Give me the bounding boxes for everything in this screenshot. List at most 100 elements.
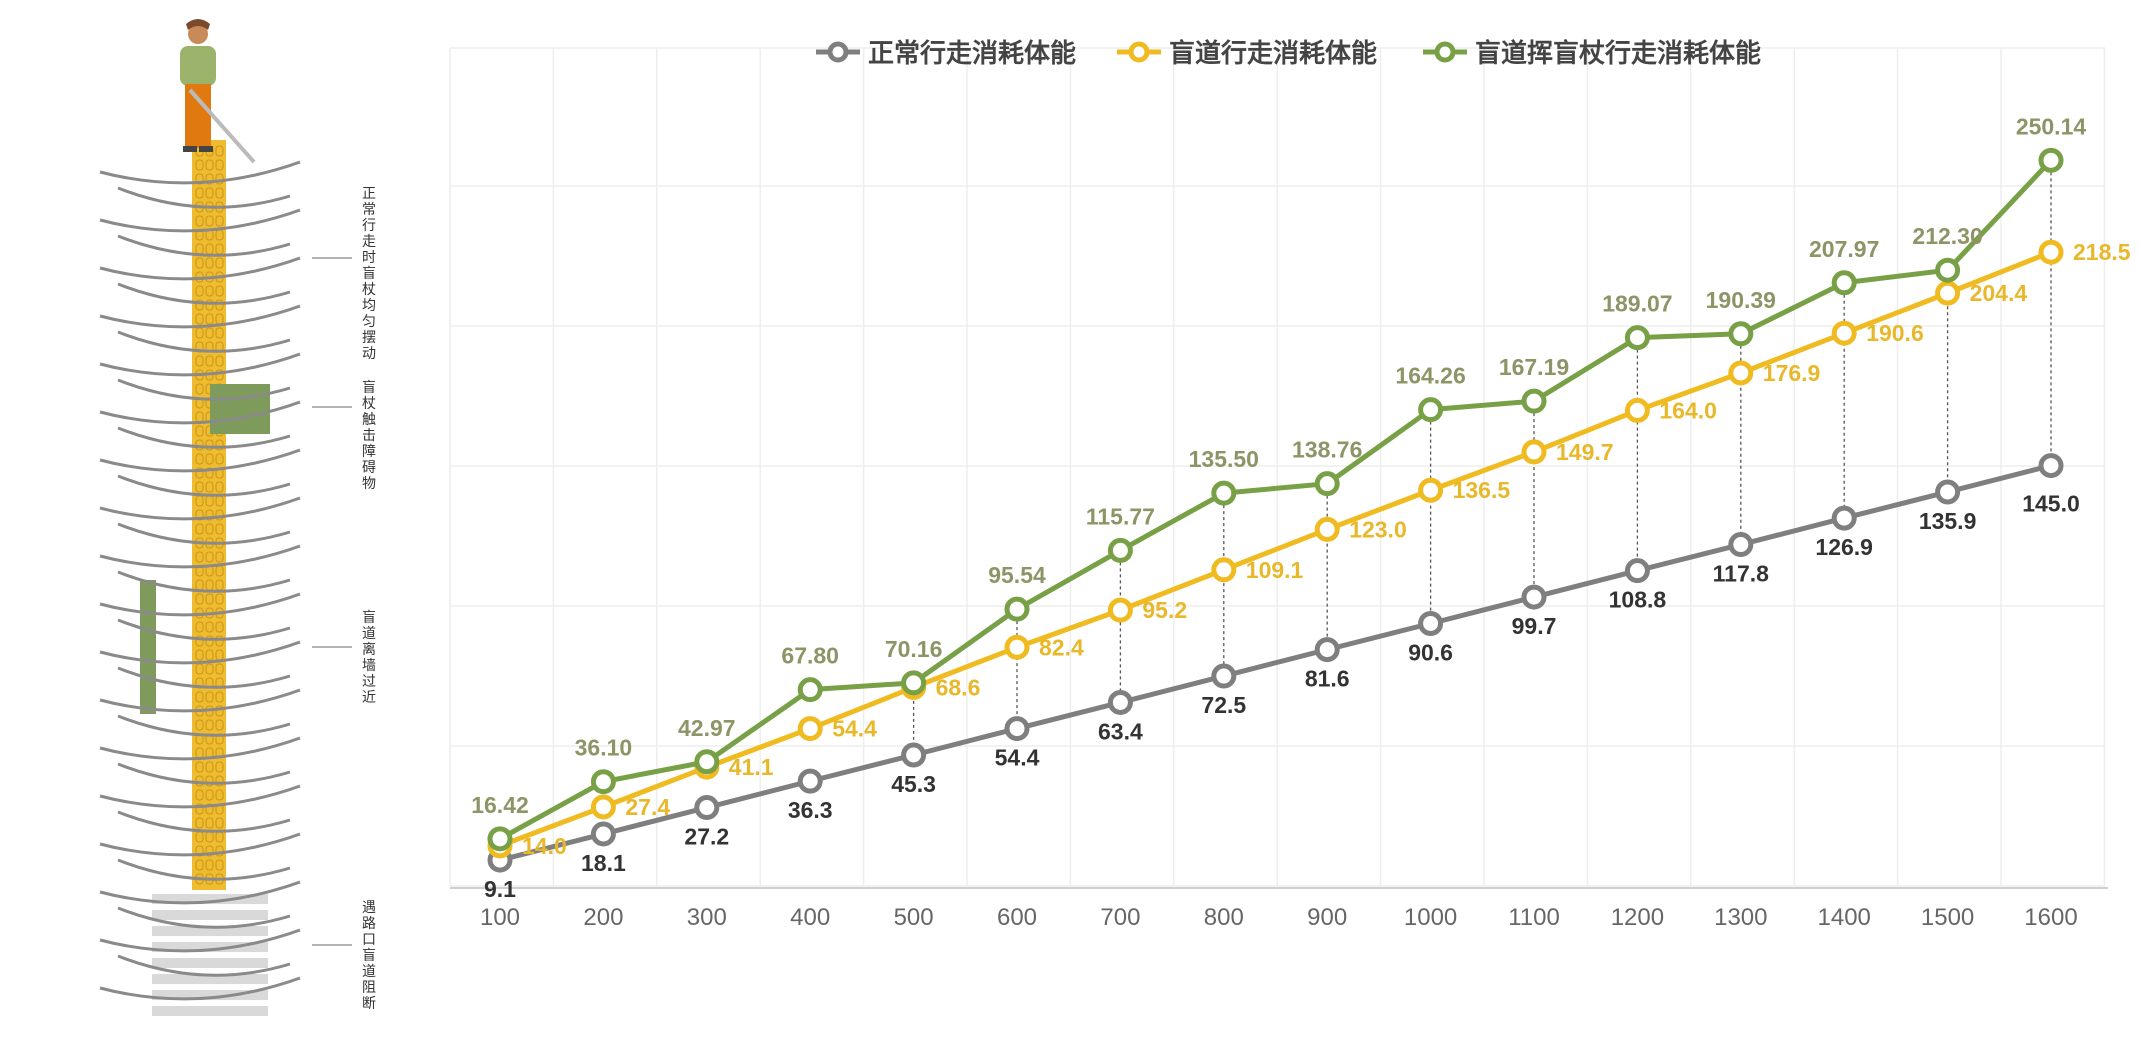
tactile-path — [192, 140, 226, 890]
green-data-label: 207.97 — [1809, 236, 1879, 262]
grey-data-label: 145.0 — [2022, 491, 2080, 517]
tactile-dot — [205, 551, 214, 563]
tactile-dot — [205, 257, 214, 269]
series-0-point — [1418, 610, 1444, 636]
series-2-point — [1728, 321, 1754, 347]
series-0-point — [1521, 584, 1547, 610]
x-tick-label: 300 — [687, 904, 727, 931]
x-tick-label: 1600 — [2024, 904, 2077, 931]
cane-arc — [117, 282, 291, 305]
grey-data-label: 54.4 — [995, 745, 1040, 771]
tactile-dot — [195, 635, 204, 647]
tactile-dot — [205, 509, 214, 521]
tactile-dot — [215, 663, 224, 675]
tactile-dot — [215, 775, 224, 787]
obstacle-block — [210, 384, 270, 434]
person-shoe — [183, 146, 197, 152]
blind-path-illustration: 正常行走时盲杖均匀摆动 盲杖触击障碍物 盲道离墙过近 遇路口盲道阻断 — [0, 0, 420, 1036]
green-data-label: 189.07 — [1602, 291, 1672, 317]
yellow-data-label: 218.5 — [2073, 239, 2131, 265]
tactile-dot — [195, 649, 204, 661]
yellow-data-label: 14.0 — [522, 833, 567, 859]
series-2-point — [1831, 270, 1857, 296]
tactile-dot — [205, 327, 214, 339]
grey-data-label: 126.9 — [1815, 534, 1873, 560]
series-1-point — [1418, 477, 1444, 503]
tactile-dot — [215, 789, 224, 801]
label-crossing-blocked: 遇路口盲道阻断 — [362, 900, 376, 1012]
tactile-dot — [195, 383, 204, 395]
tactile-dot — [205, 761, 214, 773]
person-trousers — [185, 84, 211, 148]
green-data-label: 212.30 — [1912, 223, 1982, 249]
tactile-dot — [195, 789, 204, 801]
x-tick-label: 700 — [1100, 904, 1140, 931]
green-data-label: 167.19 — [1499, 354, 1569, 380]
series-1-point — [1728, 360, 1754, 386]
series-2-point — [901, 670, 927, 696]
tactile-dot — [205, 859, 214, 871]
tactile-dot — [215, 145, 224, 157]
series-0-point — [797, 768, 823, 794]
tactile-dot — [205, 789, 214, 801]
person-shirt — [180, 46, 216, 86]
grey-data-label: 135.9 — [1919, 508, 1977, 534]
green-data-label: 16.42 — [471, 792, 529, 818]
cane-arc — [99, 448, 301, 473]
yellow-data-label: 41.1 — [729, 754, 774, 780]
series-0-point — [1624, 558, 1650, 584]
tactile-dot — [205, 775, 214, 787]
series-line-2 — [498, 158, 2053, 842]
cane-arc — [117, 426, 291, 449]
series-2-point — [2038, 147, 2064, 173]
tactile-dot — [215, 817, 224, 829]
label-normal-walk: 正常行走时盲杖均匀摆动 — [362, 186, 376, 362]
label-hit-obstacle: 盲杖触击障碍物 — [362, 380, 376, 492]
legend-label-2: 盲道挥盲杖行走消耗体能 — [1475, 38, 1761, 69]
cane-arc — [99, 784, 301, 809]
tactile-dot — [215, 369, 224, 381]
tactile-dot — [195, 285, 204, 297]
grey-data-label: 45.3 — [891, 771, 936, 797]
tactile-dot — [215, 481, 224, 493]
crossing-stripe — [152, 990, 268, 1000]
data-labels: 9.1 18.1 27.2 36.3 45.3 54.4 63.4 72.5 81.6 90.6 9… — [471, 113, 2131, 902]
green-data-label: 190.39 — [1706, 287, 1776, 313]
tactile-dot — [195, 215, 204, 227]
series-0-point — [2038, 453, 2064, 479]
tactile-dot — [195, 257, 204, 269]
x-axis-ticks: 100 200 300 400 500 600 700 800 900 1000 1100 1200 1… — [480, 904, 2078, 931]
yellow-data-label: 176.9 — [1763, 360, 1821, 386]
series-0-point — [1211, 663, 1237, 689]
tactile-dot — [205, 719, 214, 731]
chart-legend: 正常行走消耗体能 盲道行走消耗体能 盲道挥盲杖行走消耗体能 — [816, 38, 1761, 69]
green-data-label: 138.76 — [1292, 437, 1362, 463]
tactile-dot — [205, 593, 214, 605]
tactile-dot — [215, 621, 224, 633]
crossing-stripe — [152, 926, 268, 936]
tactile-dot — [215, 257, 224, 269]
series-2-point — [590, 769, 616, 795]
tactile-dot — [195, 467, 204, 479]
series-2-point — [1107, 537, 1133, 563]
green-data-label: 36.10 — [575, 735, 633, 761]
tactile-dot — [215, 509, 224, 521]
green-data-label: 95.54 — [988, 562, 1046, 588]
series-2-point — [487, 826, 513, 852]
x-tick-label: 100 — [480, 904, 520, 931]
tactile-dot — [205, 299, 214, 311]
series-1-point — [1314, 516, 1340, 542]
green-data-label: 70.16 — [885, 636, 943, 662]
tactile-dot — [205, 635, 214, 647]
tactile-dot — [195, 453, 204, 465]
tactile-dot — [215, 719, 224, 731]
tactile-dot — [215, 355, 224, 367]
tactile-dot — [195, 817, 204, 829]
cane-arc — [99, 352, 301, 377]
tactile-dot — [205, 691, 214, 703]
legend-marker-1 — [1128, 41, 1150, 63]
tactile-dot — [195, 313, 204, 325]
legend-label-1: 盲道行走消耗体能 — [1169, 38, 1377, 69]
tactile-dot — [205, 467, 214, 479]
tactile-dot — [205, 649, 214, 661]
